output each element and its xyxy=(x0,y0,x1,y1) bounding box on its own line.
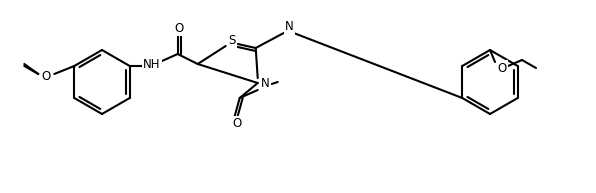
Text: S: S xyxy=(228,34,235,47)
Text: O: O xyxy=(42,69,51,82)
Text: O: O xyxy=(498,62,507,74)
Text: O: O xyxy=(232,118,241,130)
Text: N: N xyxy=(261,78,270,91)
Text: NH: NH xyxy=(143,58,160,70)
Text: N: N xyxy=(285,20,294,34)
Text: O: O xyxy=(174,21,184,35)
